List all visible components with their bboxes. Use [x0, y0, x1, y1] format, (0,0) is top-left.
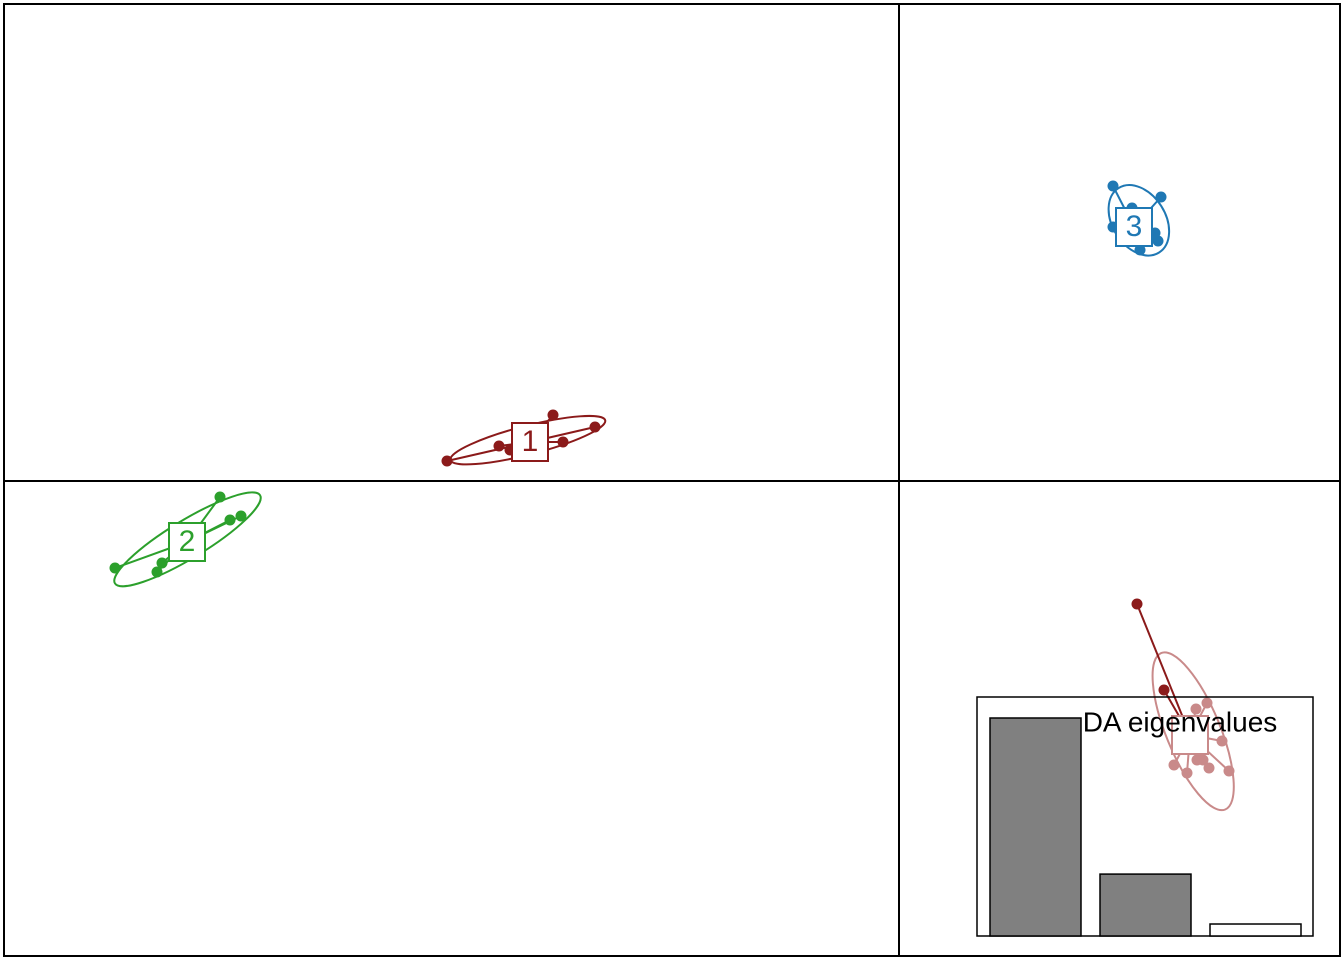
cluster-center	[1115, 207, 1153, 247]
cluster-center	[1171, 715, 1209, 755]
cluster-center	[168, 522, 206, 562]
eigenvalue-bar	[1099, 873, 1192, 937]
inset-title: DA eigenvalues	[1083, 706, 1278, 737]
point	[224, 514, 236, 526]
spoke	[1136, 603, 1191, 736]
cluster-label: 3	[1126, 210, 1143, 243]
cluster-center	[511, 422, 549, 462]
point	[151, 566, 163, 578]
point	[493, 440, 505, 452]
plot-area: 1 2 3	[109, 180, 1235, 812]
point	[1168, 759, 1180, 771]
point	[156, 557, 168, 569]
cluster-label: 2	[179, 525, 196, 558]
point	[1216, 735, 1228, 747]
point	[1190, 703, 1202, 715]
point	[1134, 244, 1146, 256]
point	[235, 510, 247, 522]
point	[1197, 754, 1209, 766]
cluster-label: 1	[522, 425, 539, 458]
point	[1181, 767, 1193, 779]
point	[1155, 191, 1167, 203]
point	[1201, 697, 1213, 709]
point	[1223, 765, 1235, 777]
eigenvalue-bar	[989, 717, 1082, 937]
cluster-ellipse	[1151, 651, 1235, 812]
point	[589, 421, 601, 433]
point	[214, 491, 226, 503]
point	[1107, 180, 1119, 192]
point	[109, 562, 121, 574]
point	[441, 455, 453, 467]
point	[557, 436, 569, 448]
point	[1131, 598, 1143, 610]
inset: DA eigenvalues	[976, 696, 1314, 937]
point	[547, 409, 559, 421]
point	[1203, 762, 1215, 774]
point	[1158, 684, 1170, 696]
eigenvalue-bar	[1209, 923, 1302, 937]
axes	[4, 4, 1340, 956]
